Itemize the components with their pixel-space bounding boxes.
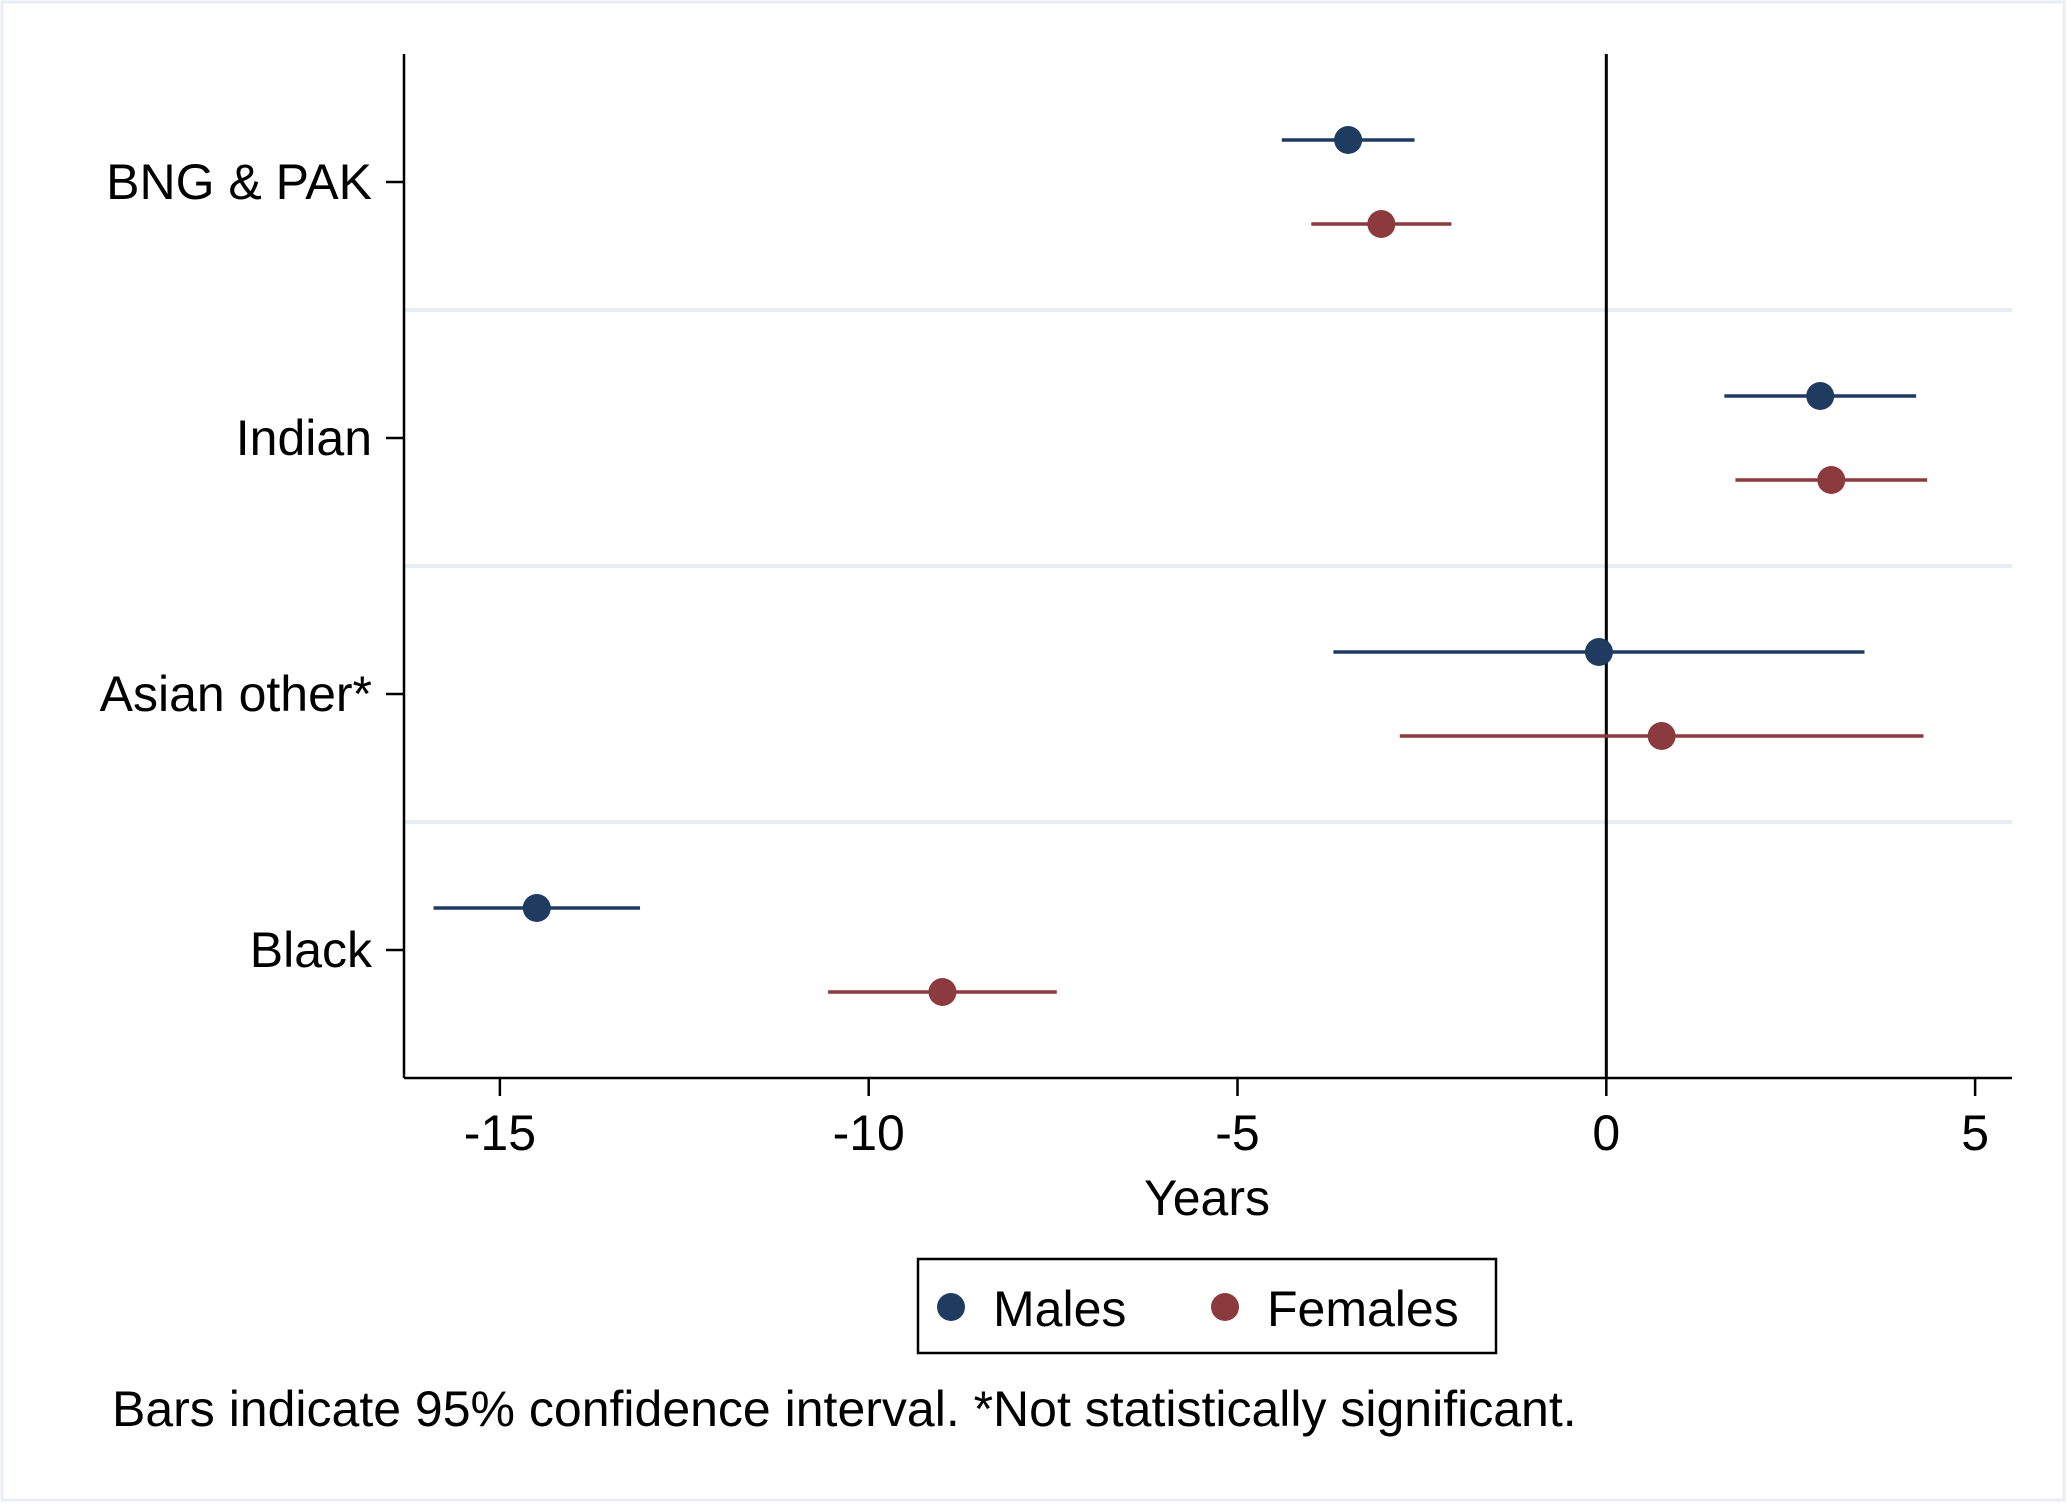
legend-marker-females <box>1211 1293 1239 1321</box>
legend-box <box>916 1257 1498 1355</box>
point-marker <box>1584 638 1613 666</box>
y-axis-ticks: BNG & PAK Indian Asian other* Black <box>100 154 404 978</box>
x-tick-label: -15 <box>464 1105 536 1161</box>
point-marker <box>1817 466 1846 494</box>
legend: Males Females <box>916 1257 1498 1355</box>
legend-label-males: Males <box>993 1281 1126 1337</box>
grid-separators <box>404 308 2012 824</box>
axes <box>402 54 2012 1080</box>
point-marker <box>1334 126 1363 154</box>
x-tick-label: -10 <box>833 1105 905 1161</box>
point-marker <box>1367 210 1396 238</box>
legend-marker-males <box>937 1293 965 1321</box>
point-marker <box>1806 382 1835 410</box>
x-tick-label: 0 <box>1592 1105 1620 1161</box>
point-marker <box>1647 722 1676 750</box>
chart-note: Bars indicate 95% confidence interval. *… <box>112 1381 1577 1437</box>
point-marker <box>522 894 551 922</box>
x-axis-ticks: -15 -10 -5 0 5 <box>464 1078 1989 1161</box>
x-axis-label: Years <box>1144 1170 1270 1226</box>
y-tick-label: Black <box>250 922 373 978</box>
y-tick-label: Indian <box>236 410 372 466</box>
y-tick-label: Asian other* <box>100 666 372 722</box>
y-tick-label: BNG & PAK <box>106 154 372 210</box>
point-marker <box>928 978 957 1006</box>
x-tick-label: 5 <box>1961 1105 1989 1161</box>
x-tick-label: -5 <box>1215 1105 1259 1161</box>
legend-label-females: Females <box>1267 1281 1459 1337</box>
series-females <box>828 210 1928 1006</box>
data-series <box>433 126 1928 1006</box>
series-males <box>433 126 1917 922</box>
